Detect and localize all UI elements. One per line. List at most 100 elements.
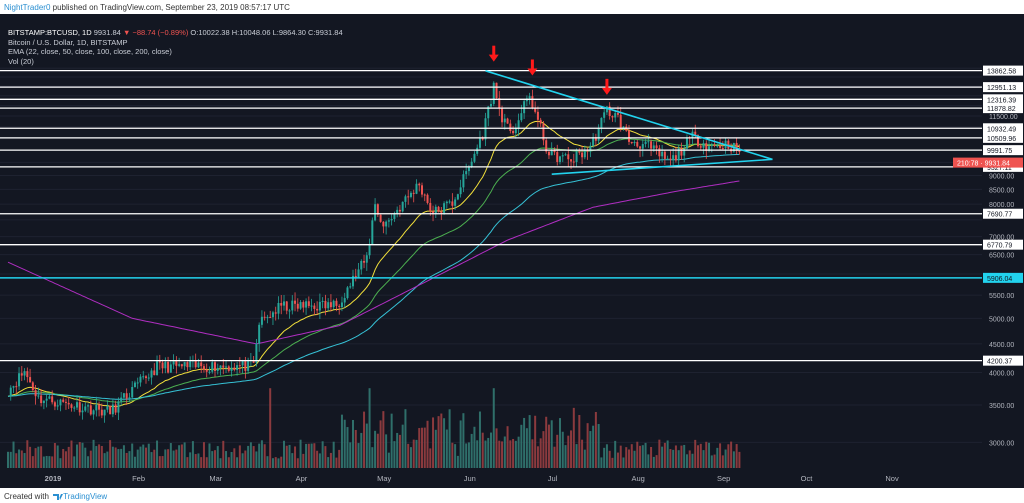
volume-bar — [183, 442, 186, 468]
volume-bar — [708, 442, 711, 468]
volume-bar — [575, 444, 578, 468]
volume-bar — [122, 445, 125, 468]
volume-bar — [495, 428, 498, 468]
level-price-tag — [983, 208, 1023, 219]
candle-body — [578, 151, 581, 153]
volume-bar — [655, 455, 658, 468]
candle-body — [633, 141, 636, 144]
volume-bar — [340, 414, 343, 468]
volume-bar — [363, 411, 366, 468]
candle-body — [451, 201, 454, 206]
candles — [9, 81, 741, 423]
volume-bar — [59, 458, 62, 468]
legend-ema[interactable]: EMA (22, close, 50, close, 100, close, 2… — [8, 47, 172, 56]
candle-body — [87, 405, 90, 407]
volume-bar — [429, 448, 432, 468]
volume-bar — [15, 453, 18, 468]
candle-body — [346, 287, 349, 299]
volume-bar — [423, 427, 426, 468]
candle-body — [636, 141, 639, 147]
candle-body — [280, 303, 283, 306]
volume-bar — [280, 456, 283, 468]
candle-body — [600, 117, 603, 128]
level-price-tag — [983, 94, 1023, 105]
candle-body — [214, 362, 216, 371]
volume-bar — [732, 451, 735, 468]
volume-bar — [175, 449, 178, 468]
candle-body — [536, 111, 539, 120]
candle-body — [255, 343, 258, 363]
volume-bar — [622, 457, 625, 468]
candle-body — [357, 269, 360, 278]
tradingview-link[interactable]: TradingView — [63, 492, 108, 501]
volume-bar — [536, 446, 539, 468]
volume-bar — [473, 426, 476, 468]
volume-bar — [316, 450, 319, 468]
volume-bar — [594, 411, 597, 468]
candle-body — [412, 192, 415, 194]
candle-body — [506, 118, 509, 124]
candle-body — [31, 382, 34, 391]
volume-bar — [263, 444, 266, 468]
volume-bar — [205, 457, 208, 468]
candle-body — [713, 144, 716, 146]
volume-bar — [51, 456, 54, 468]
price-tick-label: 5500.00 — [989, 293, 1014, 300]
volume-bar — [683, 444, 686, 468]
volume-bar — [625, 447, 628, 468]
volume-bar — [42, 456, 45, 468]
level-price-tag — [983, 132, 1023, 143]
legend-title: Bitcoin / U.S. Dollar, 1D, BITSTAMP — [8, 37, 128, 47]
volume-bars — [7, 388, 741, 468]
price-tick-label: 3000.00 — [989, 440, 1014, 447]
volume-bar — [456, 455, 459, 468]
candle-body — [139, 376, 142, 383]
volume-bar — [161, 456, 164, 468]
legend-vol[interactable]: Vol (20) — [8, 56, 34, 66]
volume-bar — [296, 458, 299, 468]
volume-bar — [404, 409, 407, 468]
volume-bar — [150, 452, 153, 468]
level-price-label: 10932.49 — [987, 126, 1016, 133]
volume-bar — [172, 450, 175, 468]
volume-bar — [448, 409, 451, 468]
candle-body — [169, 364, 172, 373]
volume-bar — [396, 432, 399, 468]
volume-bar — [89, 450, 92, 468]
volume-bar — [156, 440, 159, 468]
candle-body — [426, 194, 429, 203]
candle-body — [735, 142, 738, 151]
volume-bar — [652, 456, 655, 468]
level-price-tag — [983, 272, 1023, 283]
volume-bar — [271, 458, 274, 468]
volume-bar — [437, 416, 440, 468]
volume-bar — [520, 424, 523, 468]
volume-bar — [189, 452, 192, 468]
candle-body — [487, 106, 490, 119]
chart-canvas[interactable]: 3000.00 3500.00 4000.00 4500.00 5000.00 5500.… — [0, 14, 1024, 488]
volume-bar — [233, 448, 236, 468]
price-tick-label: 4500.00 — [989, 342, 1014, 349]
price-chart[interactable]: 3000.00 3500.00 4000.00 4500.00 5000.00 5500.… — [0, 14, 1024, 488]
candle-body — [393, 213, 396, 219]
level-price-label: 12316.39 — [987, 97, 1016, 104]
legend-symbol: BITSTAMP:BTCUSD, 1D — [8, 28, 92, 37]
candle-body — [531, 96, 534, 109]
volume-bar — [255, 451, 258, 468]
candle-body — [445, 201, 448, 204]
candle-body — [260, 316, 263, 325]
price-axis-bg — [982, 14, 1024, 488]
volume-bar — [258, 443, 261, 468]
author-link[interactable]: NightTrader0 — [4, 3, 51, 12]
candle-body — [509, 123, 512, 131]
price-tick-label: 11500.00 — [989, 114, 1018, 121]
volume-bar — [87, 456, 90, 468]
volume-bar — [139, 446, 142, 468]
volume-bar — [680, 445, 683, 468]
volume-bar — [208, 443, 211, 468]
level-price-label: 9327.11 — [987, 165, 1012, 172]
candle-body — [465, 171, 468, 175]
volume-bar — [327, 457, 330, 468]
arrow-shaft — [605, 78, 609, 89]
price-tick-label: 5000.00 — [989, 316, 1014, 323]
